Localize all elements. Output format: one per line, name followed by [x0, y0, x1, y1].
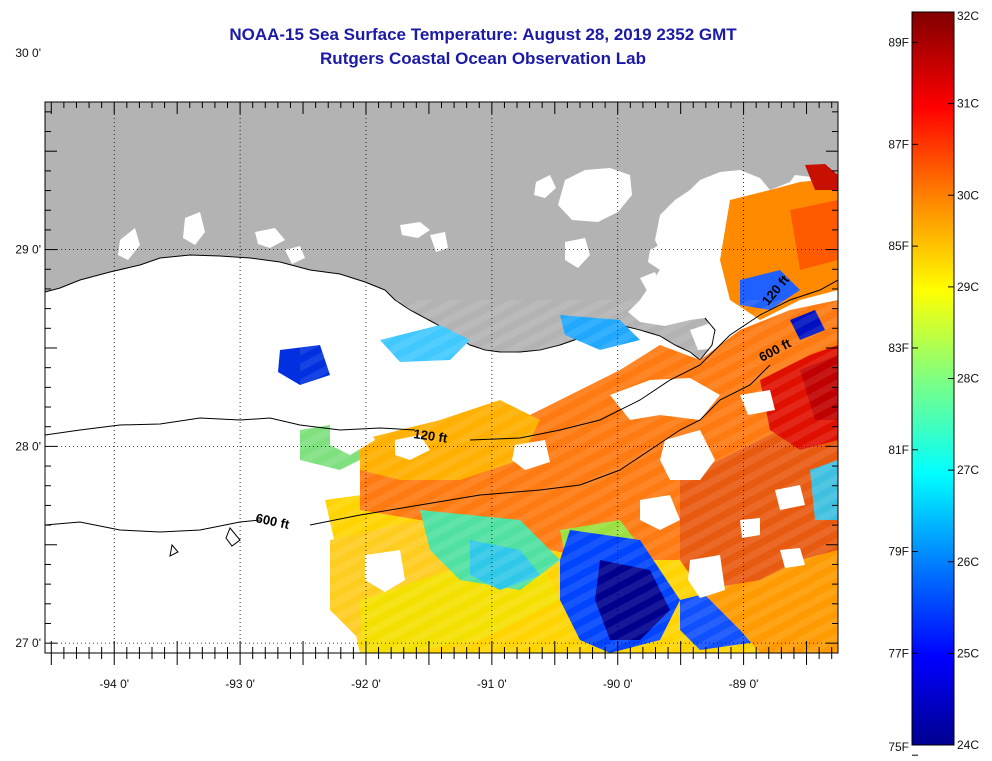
colorbar-label-fahrenheit: 83F: [888, 341, 909, 355]
colorbar-label-celsius: 25C: [957, 646, 979, 660]
contour-label-600ft-west: 600 ft: [254, 510, 291, 532]
contour-120ft-east: [469, 279, 838, 441]
cloud-cover: [330, 355, 805, 598]
colorbar-label-fahrenheit: 81F: [888, 443, 909, 457]
lon-tick-label: -93 0': [225, 677, 255, 691]
lat-tick-label: 29 0': [15, 243, 41, 257]
colorbar-label-celsius: 28C: [957, 372, 979, 386]
colorbar-label-celsius: 32C: [957, 9, 979, 23]
lat-tick-label: 27 0': [15, 636, 41, 650]
lon-tick-label: -90 0': [603, 677, 633, 691]
lon-tick-label: -89 0': [729, 677, 759, 691]
axis-ticks: [45, 102, 838, 665]
map-subtitle: Rutgers Coastal Ocean Observation Lab: [320, 49, 646, 68]
land-mass: [45, 102, 838, 360]
lon-tick-label: -92 0': [351, 677, 381, 691]
colorbar-label-celsius: 26C: [957, 555, 979, 569]
map-title: NOAA-15 Sea Surface Temperature: August …: [229, 25, 737, 44]
colorbar-label-fahrenheit: 85F: [888, 239, 909, 253]
contour-label-120ft-west: 120 ft: [413, 426, 449, 446]
colorbar-label-celsius: 29C: [957, 280, 979, 294]
contour-600ft-east: [309, 364, 771, 526]
colorbar-labels: 32C 31C 30C 29C 28C 27C 26C 25C 24C 89F 87F 85F 83F 8…: [888, 9, 979, 756]
longitude-labels: -94 0' -93 0' -92 0' -91 0' -90 0' -89 0': [99, 677, 758, 691]
map-area: [45, 102, 838, 653]
colorbar-label-fahrenheit: 75F: [888, 740, 909, 754]
contour-600ft-west: [45, 519, 261, 533]
colorbar-label-celsius: 31C: [957, 97, 979, 111]
contour-120ft-west: [45, 417, 416, 436]
colorbar-label-fahrenheit: 77F: [888, 646, 909, 660]
colorbar-label-celsius: 27C: [957, 463, 979, 477]
lon-tick-label: -94 0': [99, 677, 129, 691]
lat-tick-label: 30 0': [15, 46, 41, 60]
colorbar-label-celsius: 24C: [957, 738, 979, 752]
colorbar: [911, 11, 955, 746]
latitude-labels: 30 0' 29 0' 28 0' 27 0': [15, 46, 41, 650]
colorbar-label-fahrenheit: 87F: [888, 137, 909, 151]
colorbar-label-fahrenheit: 79F: [888, 545, 909, 559]
colorbar-label-fahrenheit: 89F: [888, 36, 909, 50]
lat-tick-label: 28 0': [15, 439, 41, 453]
colorbar-label-celsius: 30C: [957, 188, 979, 202]
lon-tick-label: -91 0': [477, 677, 507, 691]
